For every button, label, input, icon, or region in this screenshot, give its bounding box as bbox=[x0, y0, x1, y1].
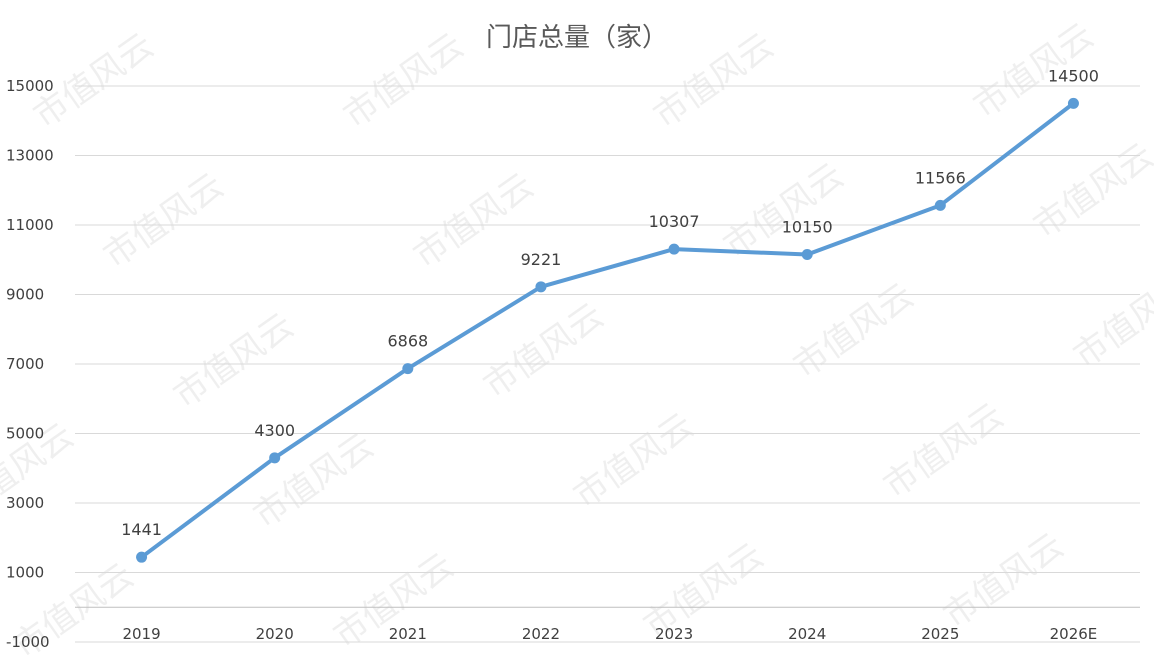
x-tick-label: 2019 bbox=[122, 625, 160, 643]
data-point bbox=[136, 551, 148, 563]
data-point bbox=[269, 452, 281, 464]
data-point bbox=[402, 363, 414, 375]
watermark-text: 市值风云 bbox=[167, 306, 301, 417]
y-tick-label: 13000 bbox=[6, 147, 54, 165]
y-tick-label: 5000 bbox=[6, 425, 44, 443]
watermark-text: 市值风云 bbox=[97, 166, 231, 277]
data-point bbox=[1067, 97, 1079, 109]
y-tick-label: 11000 bbox=[6, 216, 54, 234]
x-tick-label: 2021 bbox=[389, 625, 427, 643]
x-axis-ticks: 2019 2020 2021 2022 2023 2024 2025 2026E bbox=[122, 625, 1097, 643]
x-tick-label: 2026E bbox=[1050, 625, 1098, 643]
y-axis-ticks: 15000 13000 11000 9000 7000 5000 3000 1000 -1000 bbox=[6, 77, 54, 651]
y-tick-label: 15000 bbox=[6, 77, 54, 95]
data-label: 14500 bbox=[1048, 66, 1099, 85]
series-line bbox=[139, 101, 1076, 560]
gridlines bbox=[75, 85, 1140, 643]
data-label: 10307 bbox=[649, 212, 700, 231]
data-point bbox=[668, 243, 680, 255]
series-layer bbox=[136, 97, 1079, 563]
watermark-text: 市值风云 bbox=[877, 396, 1011, 507]
data-point bbox=[934, 199, 946, 211]
x-tick-label: 2022 bbox=[522, 625, 560, 643]
watermark-text: 市值风云 bbox=[1067, 266, 1154, 377]
x-tick-label: 2025 bbox=[921, 625, 959, 643]
y-tick-label: 1000 bbox=[6, 564, 44, 582]
watermark-text: 市值风云 bbox=[787, 276, 921, 387]
watermark-text: 市值风云 bbox=[247, 426, 381, 537]
y-tick-label: 7000 bbox=[6, 355, 44, 373]
data-label: 6868 bbox=[387, 332, 428, 351]
watermark-text: 市值风云 bbox=[567, 406, 701, 517]
x-tick-label: 2024 bbox=[788, 625, 826, 643]
data-label: 10150 bbox=[782, 218, 833, 237]
data-label: 9221 bbox=[521, 250, 562, 269]
data-label: 11566 bbox=[915, 168, 966, 187]
watermark-text: 市值风云 bbox=[937, 526, 1071, 637]
data-label: 4300 bbox=[254, 421, 295, 440]
chart-title: 门店总量（家） bbox=[486, 23, 668, 53]
y-tick-label: 9000 bbox=[6, 286, 44, 304]
data-point bbox=[535, 281, 547, 293]
data-labels: 1441 4300 6868 9221 10307 10150 11566 14500 bbox=[121, 66, 1099, 539]
y-tick-label: 3000 bbox=[6, 494, 44, 512]
x-tick-label: 2020 bbox=[256, 625, 294, 643]
data-point bbox=[801, 249, 813, 261]
y-tick-label: -1000 bbox=[6, 633, 50, 651]
x-tick-label: 2023 bbox=[655, 625, 693, 643]
watermark-text: 市值风云 bbox=[337, 26, 471, 137]
data-label: 1441 bbox=[121, 520, 162, 539]
watermark-text: 市值风云 bbox=[1027, 136, 1154, 247]
